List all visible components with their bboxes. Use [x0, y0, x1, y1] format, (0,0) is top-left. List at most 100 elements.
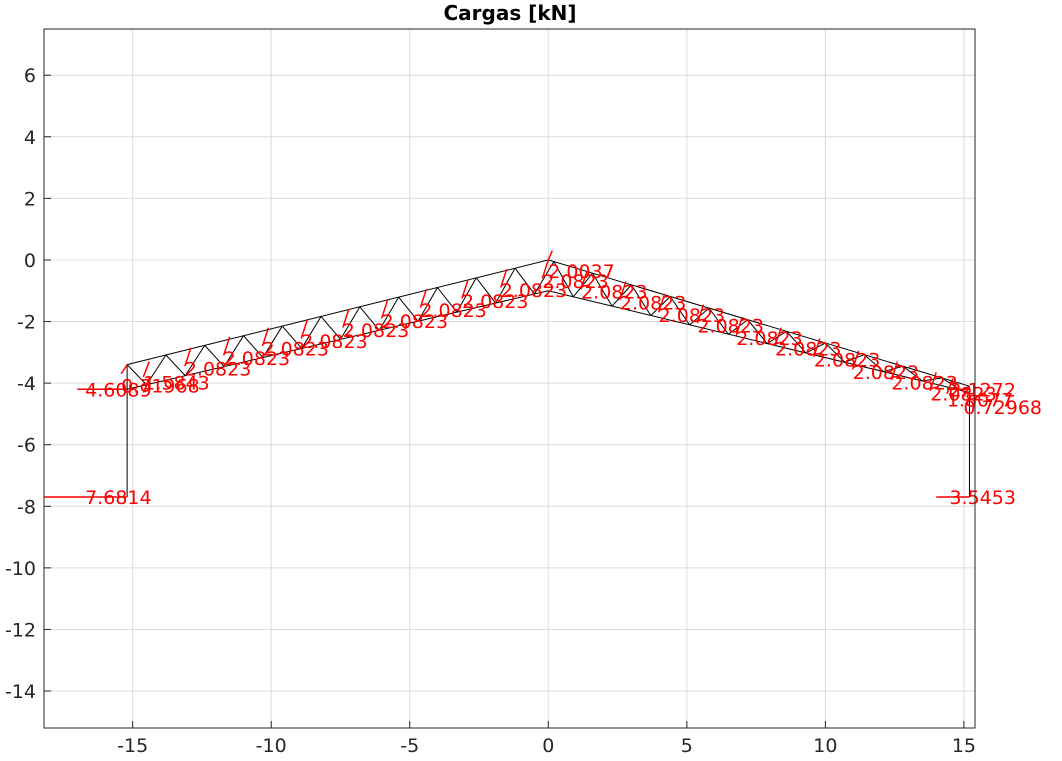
web-diagonal: [475, 277, 497, 304]
y-tick-label: -10: [5, 558, 36, 580]
load-label: 1.5843: [143, 373, 209, 395]
web-diagonal: [437, 287, 458, 313]
load-arrow: [342, 308, 350, 328]
load-arrows: 7.68144.60893.54532.12720.719681.58432.0…: [44, 250, 1042, 509]
web-diagonal: [844, 354, 865, 363]
load-arrow: [890, 361, 899, 381]
web-diagonal: [592, 272, 613, 307]
web-diagonal: [495, 267, 516, 304]
web-diagonal: [553, 261, 574, 297]
load-label: 2.0823: [659, 305, 725, 327]
y-tick-label: -14: [5, 681, 36, 703]
load-arrow: [735, 316, 743, 336]
load-arrow: [851, 350, 860, 370]
load-label: 2.0823: [775, 339, 841, 361]
web-diagonal: [184, 345, 206, 376]
y-tick-label: -6: [17, 435, 36, 457]
y-tick-label: 0: [24, 250, 36, 272]
x-tick-label: 10: [813, 735, 837, 757]
x-tick-label: -10: [256, 735, 287, 757]
web-diagonal: [456, 277, 477, 313]
web-diagonal: [417, 287, 438, 322]
load-label: 2.0823: [185, 359, 251, 381]
y-tick-label: 6: [24, 65, 36, 87]
chart-title: Cargas [kN]: [443, 1, 576, 25]
x-tick-label: -15: [117, 735, 148, 757]
load-arrow: [461, 279, 469, 299]
load-label: 2.0823: [262, 339, 328, 361]
load-label: 2.0823: [382, 311, 448, 333]
load-label: 2.0823: [620, 293, 686, 315]
web-diagonal: [262, 325, 283, 358]
grid-lines: [44, 29, 975, 728]
web-diagonal: [398, 296, 419, 322]
web-diagonal: [941, 377, 962, 391]
web-diagonal: [301, 316, 322, 349]
load-label: 3.5453: [949, 487, 1015, 509]
web-diagonal: [243, 335, 264, 358]
load-arrow: [419, 288, 428, 308]
web-diagonal: [747, 319, 768, 344]
load-arrow: [142, 361, 150, 378]
web-diagonal: [340, 306, 361, 340]
web-diagonal: [165, 354, 186, 377]
web-diagonal: [902, 365, 923, 382]
y-tick-label: -4: [17, 373, 36, 395]
load-label: 4.6089: [85, 379, 151, 401]
load-label: 2.0823: [224, 348, 290, 370]
web-diagonal: [708, 307, 729, 335]
load-label: 2.0823: [542, 271, 608, 293]
web-diagonal: [204, 345, 225, 367]
load-arrow: [261, 327, 270, 347]
load-arrow: [500, 268, 508, 288]
y-tick-label: -2: [17, 312, 36, 334]
web-diagonal: [320, 316, 341, 340]
load-label: 2.1272: [949, 379, 1015, 401]
load-arrow: [547, 250, 553, 261]
load-label: 2.0823: [462, 291, 528, 313]
load-arrow: [962, 385, 971, 396]
axis-ticks: -15 -10 -5 0 5 10 15 6 4 2 0 -2 -4 -6 -8 -10 -12 -14: [5, 65, 976, 757]
web-diagonal: [359, 306, 380, 331]
load-arrow: [184, 347, 192, 367]
web-diagonal: [378, 296, 400, 331]
web-diagonal: [786, 331, 807, 354]
load-arrow: [541, 259, 550, 279]
axes-box: [43, 28, 976, 729]
load-label: 2.0823: [501, 280, 567, 302]
web-diagonal: [146, 354, 167, 386]
web-diagonal: [630, 284, 652, 316]
load-arrow: [300, 319, 308, 339]
load-label: 2.0037: [548, 261, 614, 283]
web-diagonal: [728, 319, 749, 335]
web-diagonal: [766, 330, 787, 344]
load-arrow: [619, 281, 627, 301]
y-tick-label: 2: [24, 188, 36, 210]
load-label: 2.0823: [736, 328, 802, 350]
load-arrow: [946, 378, 954, 395]
web-diagonal: [805, 342, 826, 354]
load-arrow: [580, 270, 588, 290]
load-label: 2.0823: [853, 362, 919, 384]
web-diagonal: [281, 325, 303, 349]
x-tick-label: 0: [542, 735, 554, 757]
y-tick-label: -12: [5, 619, 36, 641]
web-diagonal: [922, 377, 942, 382]
load-label: 7.6814: [85, 487, 151, 509]
web-diagonal: [514, 267, 535, 295]
load-label: 2.0823: [420, 300, 486, 322]
web-diagonal: [534, 261, 555, 295]
load-label: 2.0823: [581, 282, 647, 304]
load-label: 2.0823: [343, 320, 409, 342]
web-diagonal: [883, 365, 904, 373]
load-label: 2.0823: [814, 349, 880, 371]
load-arrow: [696, 304, 705, 324]
web-diagonal: [223, 335, 244, 367]
y-tick-label: 4: [24, 127, 36, 149]
web-diagonal: [825, 342, 846, 363]
load-arrow: [380, 299, 389, 319]
load-arrow: [774, 327, 782, 347]
load-label: 0.72968: [963, 397, 1042, 419]
load-arrow: [813, 338, 821, 358]
